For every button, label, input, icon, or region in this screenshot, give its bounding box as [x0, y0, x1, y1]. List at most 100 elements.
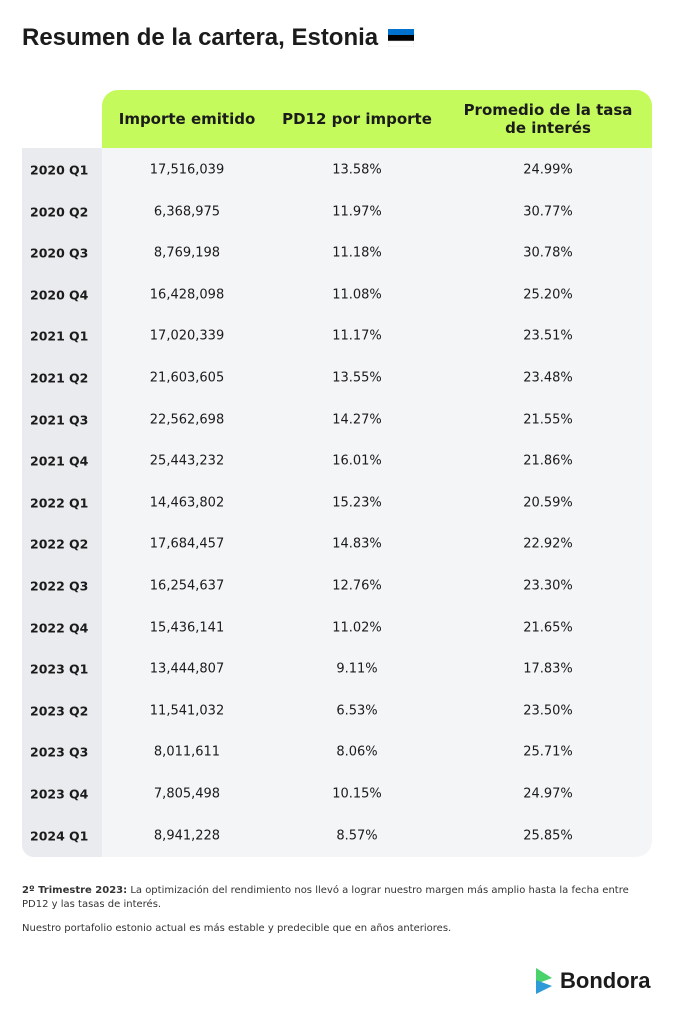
table-cell: 17,516,039 — [149, 162, 225, 178]
table-cell: 25.71% — [523, 744, 573, 760]
table-cell: 11.18% — [332, 245, 382, 261]
table-cell: 8,769,198 — [153, 245, 221, 261]
table-cell: 15,436,141 — [149, 620, 225, 636]
table-cell: 21.55% — [523, 412, 573, 428]
row-quarter: Q2 — [69, 370, 89, 386]
row-year: 2023 — [30, 661, 65, 677]
table-cell: 10.15% — [332, 786, 382, 802]
row-quarter: Q3 — [69, 245, 89, 261]
table-body — [102, 148, 652, 857]
table-cell: 25.85% — [523, 828, 573, 844]
table-cell: 17,684,457 — [149, 536, 225, 552]
row-year: 2020 — [30, 245, 65, 261]
table-cell: 6,368,975 — [153, 204, 221, 220]
table-cell: 11.97% — [332, 204, 382, 220]
table-cell: 14.83% — [332, 536, 382, 552]
row-quarter: Q1 — [69, 328, 89, 344]
row-quarter: Q1 — [69, 828, 89, 844]
table-cell: 13.55% — [332, 370, 382, 386]
table-cell: 25.20% — [523, 287, 573, 303]
table-cell: 13.58% — [332, 162, 382, 178]
row-quarter: Q3 — [69, 744, 89, 760]
table-cell: 13,444,807 — [149, 661, 225, 677]
row-year: 2021 — [30, 328, 65, 344]
row-quarter: Q1 — [69, 162, 89, 178]
logo-icon — [536, 968, 552, 994]
table-cell: 14.27% — [332, 412, 382, 428]
row-quarter: Q3 — [69, 578, 89, 594]
column-header: PD12 por importe — [282, 110, 432, 128]
table-cell: 22.92% — [523, 536, 573, 552]
column-header: Promedio de la tasa de interés — [463, 101, 633, 137]
note: 2º Trimestre 2023: La optimización del r… — [22, 884, 642, 912]
table-cell: 14,463,802 — [149, 495, 225, 511]
table-header: Importe emitido PD12 por importe Promedio … — [102, 90, 652, 148]
row-quarter: Q4 — [69, 786, 89, 802]
row-quarter: Q2 — [69, 204, 89, 220]
table-cell: 25,443,232 — [149, 453, 225, 469]
table-cell: 11.08% — [332, 287, 382, 303]
row-quarter: Q2 — [69, 536, 89, 552]
row-quarter: Q1 — [69, 661, 89, 677]
table-cell: 11,541,032 — [149, 703, 225, 719]
row-year: 2020 — [30, 204, 65, 220]
row-quarter: Q2 — [69, 703, 89, 719]
table-cell: 9.11% — [336, 661, 378, 677]
logo: Bondora — [534, 966, 650, 996]
row-quarter: Q4 — [69, 453, 89, 469]
row-year: 2023 — [30, 703, 65, 719]
table: Importe emitido PD12 por importe Promedio … — [22, 90, 652, 857]
row-year: 2021 — [30, 412, 65, 428]
table-cell: 20.59% — [523, 495, 573, 511]
row-year: 2022 — [30, 495, 65, 511]
title: Resumen de la cartera, Estonia — [22, 24, 415, 52]
table-cell: 15.23% — [332, 495, 382, 511]
table-cell: 24.97% — [523, 786, 573, 802]
row-year: 2024 — [30, 828, 65, 844]
table-cell: 16,254,637 — [149, 578, 225, 594]
logo-text: Bondora — [560, 968, 651, 993]
row-year: 2022 — [30, 536, 65, 552]
table-cell: 23.30% — [523, 578, 573, 594]
table-cell: 17.83% — [523, 661, 573, 677]
table-cell: 6.53% — [336, 703, 378, 719]
table-cell: 8,941,228 — [153, 828, 221, 844]
table-cell: 21,603,605 — [149, 370, 225, 386]
title-text: Resumen de la cartera, Estonia — [22, 24, 379, 51]
note-label: 2º Trimestre 2023: — [22, 885, 128, 896]
table-cell: 8,011,611 — [153, 744, 221, 760]
table-cell: 23.51% — [523, 328, 573, 344]
table-cell: 30.77% — [523, 204, 573, 220]
table-cell: 7,805,498 — [153, 786, 221, 802]
row-quarter: Q4 — [69, 620, 89, 636]
flag-icon — [388, 29, 415, 47]
table-cell: 11.17% — [332, 328, 382, 344]
table-cell: 8.57% — [336, 828, 378, 844]
table-cell: 8.06% — [336, 744, 378, 760]
row-year: 2020 — [30, 287, 65, 303]
table-cell: 11.02% — [332, 620, 382, 636]
table-cell: 23.48% — [523, 370, 573, 386]
column-header: Importe emitido — [118, 110, 256, 128]
row-year: 2023 — [30, 786, 65, 802]
row-year: 2022 — [30, 578, 65, 594]
row-year: 2020 — [30, 162, 65, 178]
row-quarter: Q4 — [69, 287, 89, 303]
table-cell: 16.01% — [332, 453, 382, 469]
table-cell: 21.65% — [523, 620, 573, 636]
row-label-column — [22, 148, 102, 857]
table-cell: 23.50% — [523, 703, 573, 719]
row-quarter: Q3 — [69, 412, 89, 428]
notes: 2º Trimestre 2023: La optimización del r… — [22, 884, 642, 946]
table-cell: 12.76% — [332, 578, 382, 594]
table-cell: 16,428,098 — [149, 287, 225, 303]
row-year: 2023 — [30, 744, 65, 760]
table-cell: 21.86% — [523, 453, 573, 469]
table-cell: 22,562,698 — [149, 412, 225, 428]
table-cell: 30.78% — [523, 245, 573, 261]
note: Nuestro portafolio estonio actual es más… — [22, 923, 452, 934]
row-year: 2021 — [30, 453, 65, 469]
table-cell: 17,020,339 — [149, 328, 225, 344]
note-text: La optimización del rendimiento nos llev… — [22, 885, 629, 910]
